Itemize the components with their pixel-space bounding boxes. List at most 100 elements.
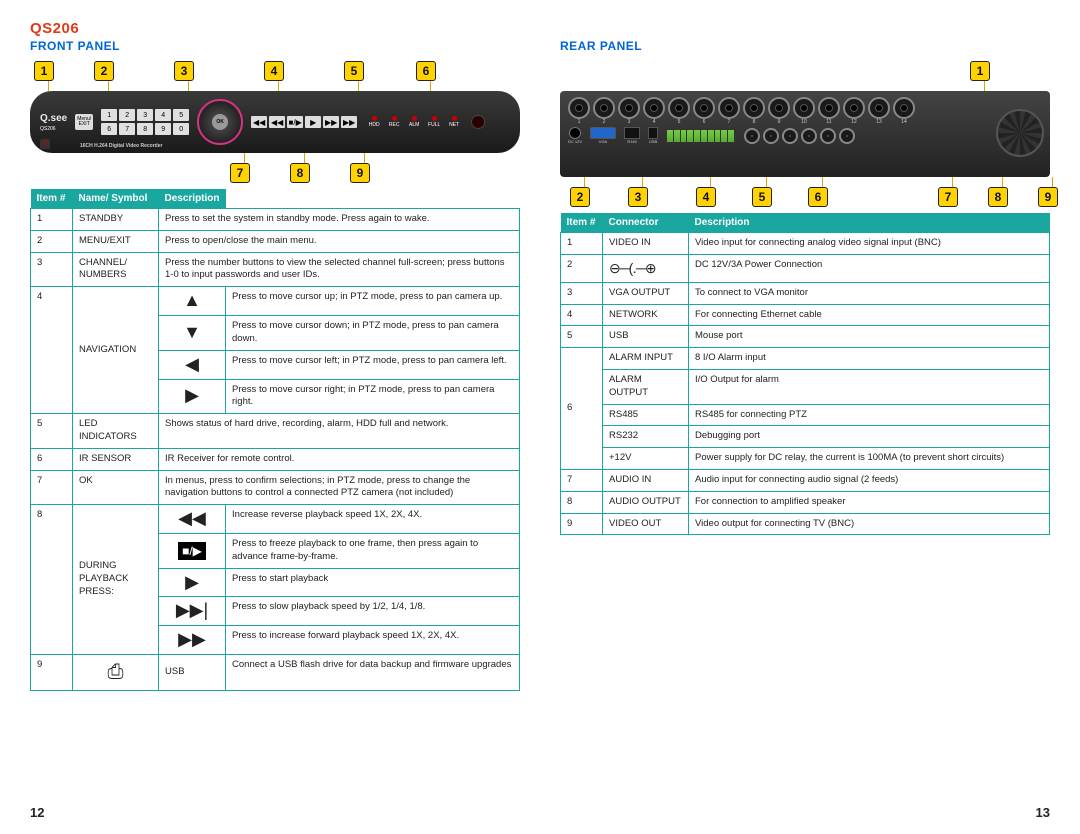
front-panel-title: FRONT PANEL [30, 39, 520, 53]
channel-button-2: 2 [119, 109, 135, 121]
table-row: 8DURING PLAYBACK PRESS:◀◀Increase revers… [31, 505, 520, 534]
dc-jack [569, 127, 581, 139]
table-row: 2MENU/EXITPress to open/close the main m… [31, 230, 520, 252]
table-row: 7OKIn menus, press to confirm selections… [31, 470, 520, 505]
callout-1: 1 [970, 61, 990, 81]
navigation-wheel: OK [197, 99, 243, 145]
rj45-label: RJ45 [627, 139, 636, 144]
playback-button-row: ◀◀◀◀■/▶▶▶▶▶▶ [251, 116, 357, 128]
led-indicator-grid: HDDRECALMFULLNET [365, 116, 463, 128]
callout-6: 6 [416, 61, 436, 81]
front-panel-table: Item #Name/ SymbolDescription 1STANDBYPr… [30, 189, 520, 691]
callout-2: 2 [94, 61, 114, 81]
table-row: 1VIDEO INVideo input for connecting anal… [561, 233, 1050, 255]
playback-button-1: ◀◀ [269, 116, 285, 128]
callout-7: 7 [938, 187, 958, 207]
callout-2: 2 [570, 187, 590, 207]
callout-4: 4 [696, 187, 716, 207]
bnc-audio-in-2 [763, 128, 779, 144]
bnc-video-in-15 [820, 128, 836, 144]
table-row: 6IR SENSORIR Receiver for remote control… [31, 448, 520, 470]
table-header: Item # [31, 189, 73, 209]
table-row: 7AUDIO INAudio input for connecting audi… [561, 470, 1050, 492]
callout-3: 3 [628, 187, 648, 207]
callout-5: 5 [752, 187, 772, 207]
rear-panel-table: Item #ConnectorDescription 1VIDEO INVide… [560, 213, 1050, 535]
device-subtitle: 16CH H.264 Digital Video Recorder [80, 143, 162, 149]
brand-logo: Q.see [40, 113, 67, 124]
channel-button-5: 5 [173, 109, 189, 121]
front-panel-column: QS206 FRONT PANEL 123456 Q.see QS206 Men… [30, 20, 520, 691]
callout-8: 8 [988, 187, 1008, 207]
ir-sensor [471, 115, 485, 129]
vga-label: VGA [599, 139, 607, 144]
playback-button-3: ▶ [305, 116, 321, 128]
table-row: 9VIDEO OUTVideo output for connecting TV… [561, 513, 1050, 535]
table-row: 5USBMouse port [561, 326, 1050, 348]
rear-panel-column: REAR PANEL 1 1234567891011121314 DC 12V … [560, 20, 1050, 691]
front-callouts-top: 123456 [30, 61, 520, 91]
bnc-video-in-12 [843, 97, 865, 119]
usb-label: USB [649, 139, 657, 144]
table-row: RS232Debugging port [561, 426, 1050, 448]
table-row: 5LED INDICATORSShows status of hard driv… [31, 414, 520, 449]
bnc-video-in-10 [793, 97, 815, 119]
playback-button-4: ▶▶ [323, 116, 339, 128]
dc-label: DC 12V [568, 139, 582, 144]
callout-5: 5 [344, 61, 364, 81]
bnc-audio-in-1 [744, 128, 760, 144]
bnc-audio-out [782, 128, 798, 144]
table-header: Description [689, 213, 1050, 233]
bnc-video-in-13 [868, 97, 890, 119]
table-row: ALARM OUTPUTI/O Output for alarm [561, 369, 1050, 404]
terminal-block [666, 129, 736, 143]
callout-9: 9 [350, 163, 370, 183]
bnc-video-in-7 [718, 97, 740, 119]
led-net: NET [445, 116, 463, 128]
channel-button-8: 8 [137, 123, 153, 135]
table-row: 3VGA OUTPUTTo connect to VGA monitor [561, 282, 1050, 304]
device-rear: 1234567891011121314 DC 12V VGA RJ45 USB [560, 91, 1050, 177]
callout-7: 7 [230, 163, 250, 183]
led-rec: REC [385, 116, 403, 128]
ok-button: OK [212, 114, 228, 130]
bnc-video-in-1 [568, 97, 590, 119]
model-tag: QS206 [40, 126, 67, 132]
table-row: 1STANDBYPress to set the system in stand… [31, 209, 520, 231]
bnc-video-in-5 [668, 97, 690, 119]
table-row: 2⊖─(․─⊕DC 12V/3A Power Connection [561, 254, 1050, 282]
rear-panel-title: REAR PANEL [560, 39, 1050, 53]
led-full: FULL [425, 116, 443, 128]
table-header: Connector [603, 213, 689, 233]
callout-9: 9 [1038, 187, 1058, 207]
table-row: +12VPower supply for DC relay, the curre… [561, 448, 1050, 470]
bnc-video-in-8 [743, 97, 765, 119]
playback-button-0: ◀◀ [251, 116, 267, 128]
cooling-fan [996, 109, 1044, 157]
playback-button-2: ■/▶ [287, 116, 303, 128]
table-row: 6ALARM INPUT8 I/O Alarm input [561, 348, 1050, 370]
bnc-video-in-6 [693, 97, 715, 119]
table-row: RS485RS485 for connecting PTZ [561, 404, 1050, 426]
bnc-video-in-11 [818, 97, 840, 119]
table-row: 3CHANNEL/ NUMBERSPress the number button… [31, 252, 520, 287]
callout-3: 3 [174, 61, 194, 81]
page-number-left: 12 [30, 805, 44, 820]
table-header: Description [159, 189, 226, 209]
led-hdd: HDD [365, 116, 383, 128]
callout-6: 6 [808, 187, 828, 207]
front-callouts-bottom: 789 [30, 153, 520, 183]
playback-button-5: ▶▶ [341, 116, 357, 128]
led-alm: ALM [405, 116, 423, 128]
table-row: 4NAVIGATION▲Press to move cursor up; in … [31, 287, 520, 316]
table-row: 4NETWORKFor connecting Ethernet cable [561, 304, 1050, 326]
channel-button-0: 0 [173, 123, 189, 135]
bnc-video-in-3 [618, 97, 640, 119]
table-row: 9⎙USBConnect a USB flash drive for data … [31, 655, 520, 691]
channel-button-9: 9 [155, 123, 171, 135]
bnc-video-in-4 [643, 97, 665, 119]
callout-4: 4 [264, 61, 284, 81]
device-front: Q.see QS206 Menu/EXIT 1234567890 OK ◀◀◀◀… [30, 91, 520, 153]
model-title: QS206 [30, 20, 520, 37]
rj45-port [624, 127, 640, 139]
